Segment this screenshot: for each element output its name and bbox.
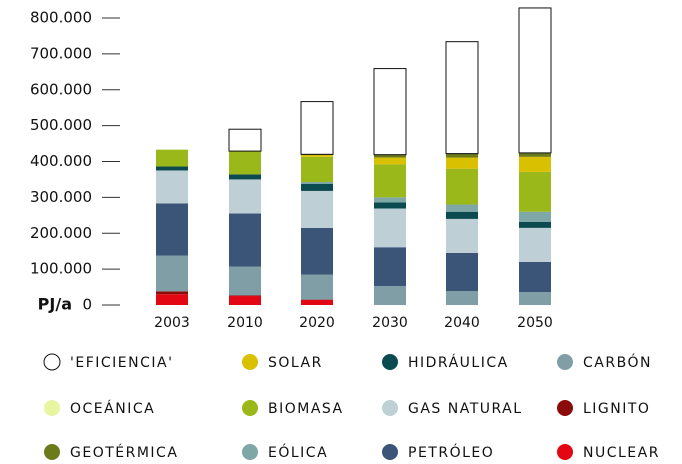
bar-segment	[446, 211, 478, 219]
legend-marker	[557, 400, 573, 416]
bar-segment	[301, 274, 333, 300]
bar-segment	[446, 252, 478, 292]
bar-segment	[445, 41, 479, 155]
y-tick-label: 200.000	[30, 224, 92, 242]
x-tick-label: 2010	[227, 315, 263, 331]
y-tick-label: 700.000	[30, 44, 92, 62]
bar-segment	[519, 221, 551, 228]
legend-label: CARBÓN	[583, 353, 652, 371]
bar-segment	[374, 247, 406, 286]
bar-segment	[301, 155, 333, 157]
bar-segment	[519, 152, 551, 157]
legend-label: LIGNITO	[583, 401, 650, 417]
x-tick-label: 2030	[372, 315, 408, 331]
bar-segment	[156, 149, 188, 167]
bar-segment	[519, 156, 551, 172]
bar-segment	[373, 68, 407, 156]
bar-segment	[229, 266, 261, 296]
y-tick-label: 0	[82, 296, 92, 314]
bar-segment	[374, 197, 406, 203]
x-tick-label: 2020	[299, 315, 335, 331]
bar-segment	[446, 157, 478, 169]
legend-label: PETRÓLEO	[408, 443, 494, 461]
bar-segment	[229, 213, 261, 267]
x-tick-label: 2040	[444, 315, 480, 331]
legend-marker	[557, 354, 573, 370]
y-tick-label: 300.000	[30, 188, 92, 206]
bar-segment	[229, 179, 261, 214]
bar-segment	[156, 170, 188, 204]
legend-label: GEOTÉRMICA	[70, 444, 178, 461]
y-tick-label: 800.000	[30, 9, 92, 27]
legend-label: NUCLEAR	[583, 445, 660, 461]
legend-label: EÓLICA	[268, 443, 328, 461]
bar-segment	[446, 153, 478, 158]
bar-segment	[446, 204, 478, 212]
bar-segment	[374, 157, 406, 165]
bar-segment	[301, 227, 333, 275]
legend-label: 'EFICIENCIA'	[70, 355, 173, 371]
bar-segment	[156, 203, 188, 256]
bar-segment	[156, 166, 188, 171]
legend-marker	[44, 444, 60, 460]
legend-marker	[382, 400, 398, 416]
bar-segment	[518, 7, 552, 154]
bar-segment	[519, 292, 551, 305]
bar-segment	[519, 261, 551, 293]
legend-label: HIDRÁULICA	[408, 354, 509, 371]
legend-label: GAS NATURAL	[408, 401, 523, 417]
legend-label: SOLAR	[268, 355, 323, 371]
bar-segment	[374, 154, 406, 158]
legend-marker	[242, 400, 258, 416]
bar-segment	[446, 291, 478, 305]
bar-segment	[374, 285, 406, 305]
bar-segment	[301, 156, 333, 182]
bar-segment	[301, 181, 333, 184]
bar-segment	[519, 211, 551, 222]
bar-segment	[374, 164, 406, 198]
legend-label: OCEÁNICA	[70, 400, 155, 417]
legend-marker	[382, 444, 398, 460]
bar-segment	[229, 174, 261, 180]
y-tick-label: 100.000	[30, 260, 92, 278]
bar-segment	[156, 291, 188, 295]
legend-label: BIOMASA	[268, 401, 344, 417]
legend-marker	[242, 444, 258, 460]
bar-segment	[446, 218, 478, 253]
bar-segment	[229, 151, 261, 175]
bar-segment	[156, 255, 188, 292]
bar-segment	[374, 208, 406, 248]
bar-segment	[229, 296, 261, 305]
bar-segment	[300, 101, 334, 155]
bar-segment	[301, 299, 333, 305]
legend-marker	[382, 354, 398, 370]
legend-marker	[43, 353, 61, 371]
y-tick-label: 500.000	[30, 116, 92, 134]
x-tick-label: 2050	[517, 315, 553, 331]
legend-marker	[44, 400, 60, 416]
x-tick-label: 2003	[154, 315, 190, 331]
bar-segment	[374, 202, 406, 209]
bar-segment	[229, 295, 261, 297]
y-axis-label: PJ/a	[38, 295, 72, 314]
bar-segment	[228, 128, 262, 152]
bar-segment	[519, 171, 551, 212]
bar-segment	[156, 294, 188, 305]
bar-segment	[446, 168, 478, 205]
bar-segment	[301, 190, 333, 228]
legend-marker	[557, 444, 573, 460]
legend-marker	[242, 354, 258, 370]
bar-segment	[301, 183, 333, 191]
bar-segment	[519, 227, 551, 262]
y-tick-label: 400.000	[30, 152, 92, 170]
y-tick-label: 600.000	[30, 80, 92, 98]
